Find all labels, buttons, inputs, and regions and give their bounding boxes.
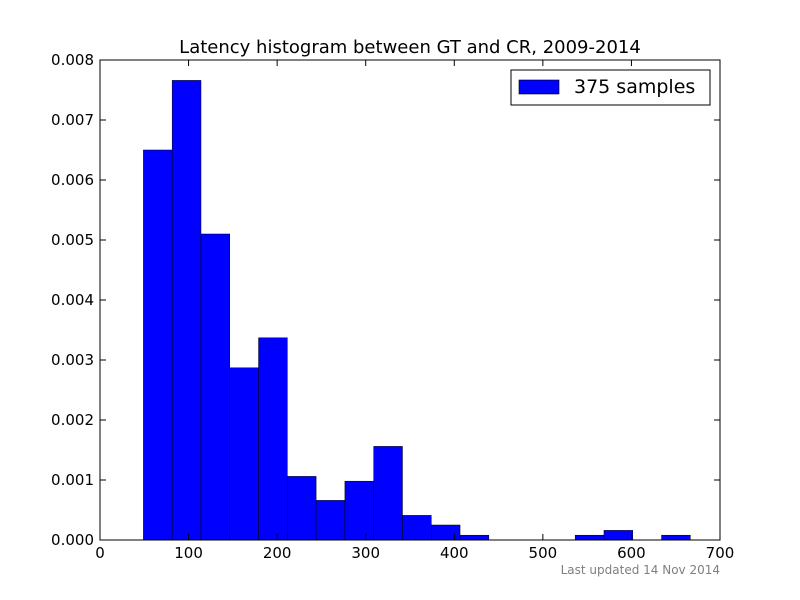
y-tick-label: 0.006: [51, 171, 94, 189]
x-tick-label: 500: [529, 544, 558, 562]
x-tick-label: 400: [440, 544, 469, 562]
x-tick-label: 0: [95, 544, 105, 562]
histogram-bar: [373, 446, 403, 541]
legend-label: 375 samples: [574, 76, 695, 98]
y-tick-label: 0.004: [51, 291, 94, 309]
histogram-bar: [258, 337, 288, 541]
histogram-bar: [459, 534, 490, 541]
legend-swatch: [518, 79, 560, 95]
histogram-bar: [200, 233, 231, 541]
histogram-bar: [661, 534, 691, 541]
bars-group: [143, 80, 691, 541]
histogram-bar: [574, 534, 605, 541]
y-tick-label: 0.002: [51, 411, 94, 429]
histogram-bar: [402, 515, 432, 541]
legend: 375 samples: [510, 69, 711, 106]
chart-title: Latency histogram between GT and CR, 200…: [179, 37, 641, 58]
histogram-bar: [229, 367, 259, 541]
y-tick-label: 0.007: [51, 111, 94, 129]
histogram-bar: [344, 480, 374, 541]
x-tick-label: 300: [351, 544, 380, 562]
x-tick-label: 600: [617, 544, 646, 562]
last-updated-note: Last updated 14 Nov 2014: [561, 563, 720, 577]
x-tick-label: 100: [174, 544, 203, 562]
y-tick-label: 0.000: [51, 531, 94, 549]
histogram-bar: [287, 476, 317, 541]
histogram-bar: [431, 524, 461, 541]
plot-area-frame: [99, 59, 721, 541]
y-tick-label: 0.008: [51, 51, 94, 69]
y-tick-label: 0.003: [51, 351, 94, 369]
y-tick-label: 0.005: [51, 231, 94, 249]
histogram-bar: [143, 149, 173, 541]
x-tick-label: 200: [263, 544, 292, 562]
histogram-bar: [171, 80, 202, 541]
histogram-bar: [315, 500, 346, 541]
x-tick-label: 700: [706, 544, 735, 562]
histogram-bar: [603, 530, 634, 541]
tick-labels-group: 0 100 200 300 400 500 600 700 0.000 0.001 0.002 0.0…: [51, 51, 734, 562]
y-tick-label: 0.001: [51, 471, 94, 489]
